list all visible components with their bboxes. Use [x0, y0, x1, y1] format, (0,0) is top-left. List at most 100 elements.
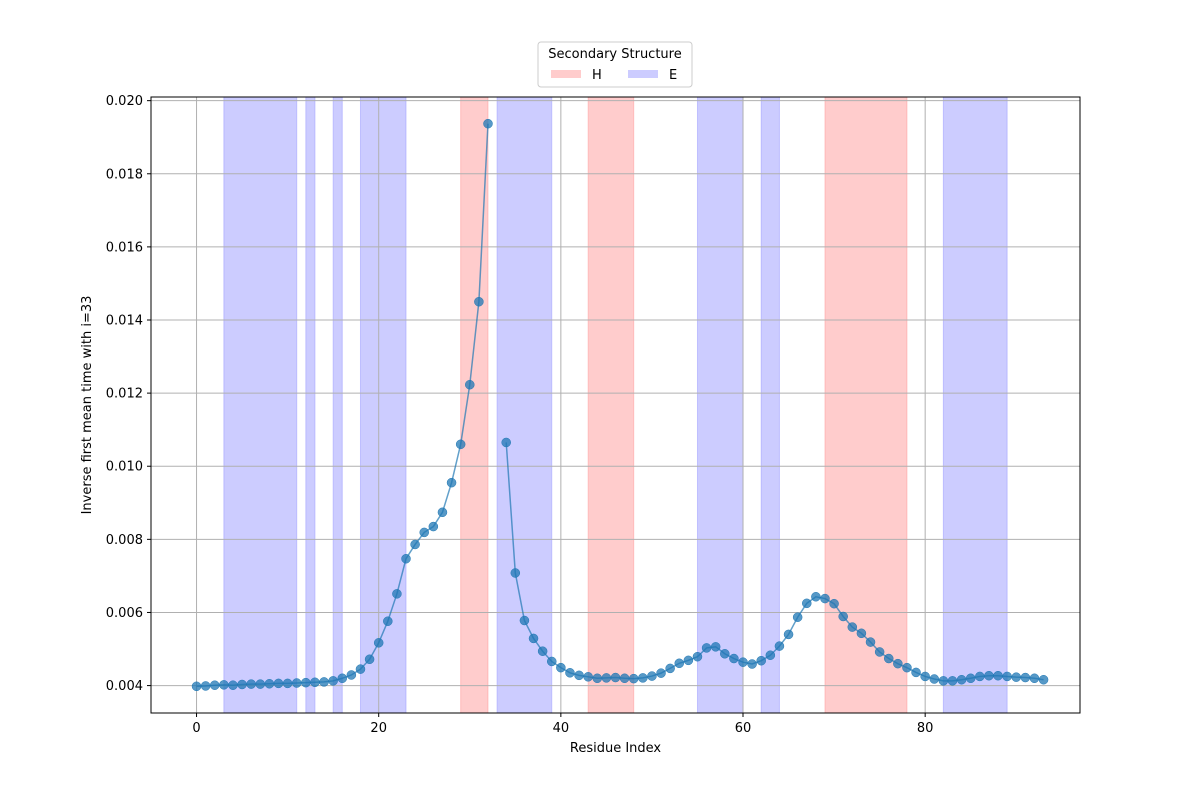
- data-point: [829, 598, 839, 609]
- data-point: [911, 667, 921, 678]
- data-point: [929, 674, 940, 684]
- data-point: [865, 637, 876, 647]
- data-point: [874, 647, 885, 657]
- data-point: [729, 653, 739, 664]
- data-point: [474, 296, 484, 307]
- legend-label-H: H: [592, 68, 602, 83]
- data-point: [291, 678, 302, 688]
- data-point: [838, 611, 848, 622]
- region-H-69: [824, 96, 908, 714]
- legend-label-E: E: [669, 68, 677, 83]
- y-tick-label: 0.016: [106, 240, 143, 255]
- data-point: [328, 676, 338, 686]
- region-E-18: [359, 96, 407, 714]
- y-tick-label: 0.004: [106, 679, 143, 694]
- data-point: [419, 527, 429, 538]
- data-point: [237, 679, 247, 690]
- data-point: [774, 641, 785, 651]
- data-point: [692, 651, 703, 662]
- x-tick-label: 40: [553, 721, 570, 736]
- legend-title: Secondary Structure: [548, 47, 681, 62]
- data-point: [947, 676, 958, 686]
- data-point: [301, 677, 311, 688]
- data-point: [191, 681, 202, 692]
- data-point: [738, 657, 748, 667]
- data-point: [455, 439, 466, 450]
- data-point: [883, 653, 894, 664]
- data-point: [565, 668, 575, 678]
- legend-swatch-E: [628, 70, 658, 78]
- region-H-43: [587, 96, 635, 714]
- data-point: [200, 681, 211, 691]
- data-series: [191, 118, 1049, 692]
- data-point: [756, 655, 766, 666]
- y-axis-ticks: 0.004 0.006 0.008 0.010 0.012 0.014 0.016 0.018…: [106, 94, 151, 694]
- data-point: [1002, 671, 1012, 682]
- data-point: [364, 654, 375, 665]
- data-point: [747, 659, 757, 669]
- y-tick-label: 0.018: [106, 167, 143, 182]
- data-point: [373, 638, 384, 648]
- data-point: [437, 507, 448, 518]
- data-point: [765, 650, 776, 660]
- secondary-structure-regions: [223, 96, 1008, 714]
- data-point: [346, 670, 357, 680]
- data-point: [392, 589, 402, 599]
- data-point: [638, 673, 648, 683]
- data-point: [264, 679, 275, 689]
- data-point: [446, 477, 457, 488]
- region-E-12: [305, 96, 316, 714]
- data-point: [710, 642, 721, 652]
- data-point: [619, 673, 630, 684]
- data-point: [1029, 673, 1040, 684]
- data-point: [401, 553, 411, 564]
- y-tick-label: 0.008: [106, 533, 143, 548]
- x-tick-label: 60: [735, 721, 752, 736]
- data-point: [683, 655, 694, 666]
- data-point: [556, 662, 566, 673]
- x-axis-label: Residue Index: [570, 741, 662, 756]
- data-point: [993, 670, 1003, 681]
- data-point: [902, 662, 912, 673]
- data-point: [574, 670, 584, 681]
- data-point: [1038, 674, 1049, 685]
- data-point: [720, 649, 730, 659]
- data-point: [802, 598, 812, 609]
- data-point: [674, 658, 685, 669]
- data-point: [519, 615, 530, 626]
- x-tick-label: 20: [370, 721, 387, 736]
- y-tick-label: 0.006: [106, 606, 143, 621]
- x-tick-label: 80: [917, 721, 934, 736]
- data-point: [984, 670, 994, 681]
- data-point: [647, 671, 657, 681]
- data-point: [528, 633, 539, 644]
- region-E-15: [332, 96, 343, 714]
- data-point: [319, 677, 329, 687]
- data-point: [255, 679, 266, 689]
- data-point: [410, 539, 420, 550]
- region-E-3: [223, 96, 298, 714]
- y-tick-label: 0.014: [106, 314, 143, 329]
- data-point: [938, 676, 949, 686]
- data-point: [965, 673, 976, 684]
- data-point: [501, 437, 511, 448]
- data-point: [1020, 672, 1031, 683]
- data-point: [273, 678, 284, 689]
- data-point: [1011, 672, 1021, 682]
- data-point: [537, 646, 548, 656]
- data-point: [383, 616, 393, 626]
- region-E-55: [696, 96, 744, 714]
- data-point: [282, 678, 293, 689]
- data-point: [820, 593, 830, 604]
- data-point: [310, 677, 320, 688]
- data-point: [546, 656, 557, 667]
- data-point: [975, 671, 985, 682]
- data-point: [783, 629, 794, 640]
- data-point: [219, 680, 229, 690]
- data-point: [210, 680, 220, 690]
- region-E-62: [760, 96, 780, 714]
- region-E-82: [942, 96, 1008, 714]
- data-point: [665, 663, 675, 674]
